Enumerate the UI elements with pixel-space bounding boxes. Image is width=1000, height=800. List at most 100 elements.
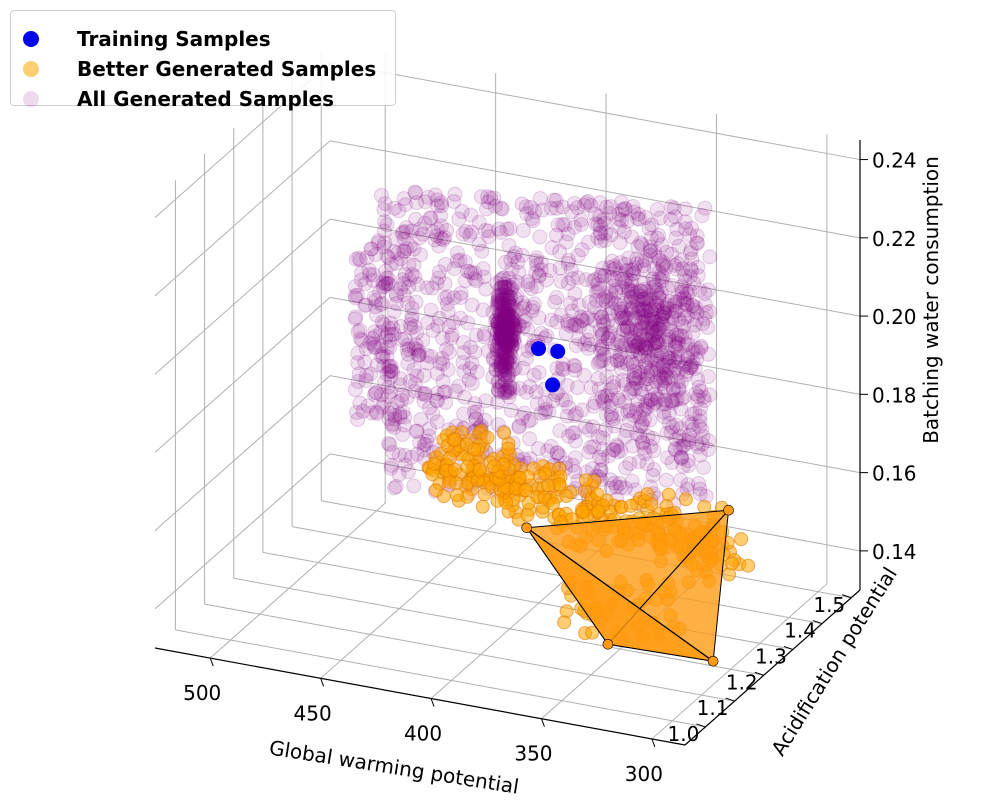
all-generated-point	[665, 419, 681, 435]
all-generated-point	[382, 437, 398, 453]
all-generated-point	[429, 366, 445, 382]
grid-lines	[154, 50, 861, 740]
all-generated-point	[594, 328, 610, 344]
all-generated-point	[624, 262, 640, 278]
all-generated-point	[569, 317, 585, 333]
all-generated-point	[684, 263, 700, 279]
all-generated-point	[429, 192, 445, 208]
all-generated-point	[559, 408, 575, 424]
x-tick-mark-2	[430, 698, 435, 707]
all-generated-point	[605, 375, 621, 391]
all-generated-point	[437, 276, 453, 292]
all-generated-point	[637, 339, 653, 355]
all-generated-point	[479, 201, 495, 217]
all-generated-point	[417, 387, 433, 403]
all-generated-point	[515, 360, 531, 376]
all-generated-point	[529, 278, 545, 294]
all-generated-point	[620, 278, 636, 294]
all-generated-point	[669, 221, 685, 237]
all-generated-point	[580, 234, 596, 250]
all-generated-point	[451, 378, 467, 394]
better-generated-point	[475, 499, 490, 514]
all-generated-point	[392, 409, 408, 425]
all-generated-point	[643, 247, 659, 263]
all-generated-point	[617, 394, 633, 410]
all-generated-point	[681, 434, 697, 450]
all-generated-point	[642, 292, 658, 308]
all-generated-point	[476, 269, 492, 285]
all-generated-point	[603, 291, 619, 307]
all-generated-point	[580, 193, 596, 209]
all-generated-point	[502, 298, 518, 314]
all-generated-point	[497, 312, 513, 328]
all-generated-point	[622, 456, 638, 472]
y-tick-label-1: 1.1	[697, 696, 729, 720]
all-generated-point	[394, 331, 410, 347]
all-generated-point	[517, 299, 533, 315]
all-generated-point	[643, 392, 659, 408]
all-generated-point	[692, 413, 708, 429]
all-generated-point	[449, 253, 465, 269]
all-generated-point	[652, 210, 668, 226]
all-generated-point	[592, 195, 608, 211]
all-generated-point	[553, 273, 569, 289]
all-generated-point	[673, 449, 689, 465]
all-generated-point	[496, 344, 512, 360]
better-generated-point	[467, 442, 482, 457]
all-generated-point	[644, 217, 660, 233]
all-generated-point	[526, 367, 542, 383]
all-generated-point	[523, 200, 539, 216]
all-generated-point	[506, 333, 522, 349]
all-generated-point	[386, 200, 402, 216]
all-generated-point	[419, 355, 435, 371]
grid-floor-y-1	[204, 603, 735, 702]
all-generated-point	[376, 223, 392, 239]
all-generated-point	[658, 472, 674, 488]
all-generated-point	[684, 251, 700, 267]
pareto-vertex-2	[602, 638, 614, 650]
all-generated-point	[543, 438, 559, 454]
better-generated-point	[490, 493, 505, 508]
all-generated-point	[676, 295, 692, 311]
all-generated-point	[446, 261, 462, 277]
all-generated-point	[533, 255, 549, 271]
all-generated-point	[406, 257, 422, 273]
all-generated-point	[401, 272, 417, 288]
all-generated-point	[418, 436, 434, 452]
all-generated-point	[653, 345, 669, 361]
all-generated-point	[410, 347, 426, 363]
all-generated-point	[390, 394, 406, 410]
all-generated-point	[628, 404, 644, 420]
all-generated-point	[623, 381, 639, 397]
all-generated-point	[373, 324, 389, 340]
all-generated-point	[597, 268, 613, 284]
all-generated-point	[545, 393, 561, 409]
all-generated-point	[668, 230, 684, 246]
all-generated-point	[654, 237, 670, 253]
all-generated-point	[528, 384, 544, 400]
all-generated-point	[697, 311, 713, 327]
grid-floor-y-4	[291, 526, 823, 625]
all-generated-point	[410, 343, 426, 359]
all-generated-point	[435, 356, 451, 372]
all-generated-point	[652, 271, 668, 287]
legend-label-better: Better Generated Samples	[77, 57, 377, 81]
all-generated-point	[434, 195, 450, 211]
all-generated-point	[532, 190, 548, 206]
all-generated-point	[685, 325, 701, 341]
all-generated-point	[511, 418, 527, 434]
all-generated-point	[528, 253, 544, 269]
all-generated-point	[651, 227, 667, 243]
all-generated-point	[667, 209, 683, 225]
all-generated-point	[635, 435, 651, 451]
all-generated-point	[373, 297, 389, 313]
all-generated-point	[391, 447, 407, 463]
all-generated-point	[526, 296, 542, 312]
all-generated-point	[670, 256, 686, 272]
all-generated-point	[529, 250, 545, 266]
all-generated-point	[407, 269, 423, 285]
all-generated-point	[463, 207, 479, 223]
all-generated-point	[519, 384, 535, 400]
all-generated-point	[610, 304, 626, 320]
